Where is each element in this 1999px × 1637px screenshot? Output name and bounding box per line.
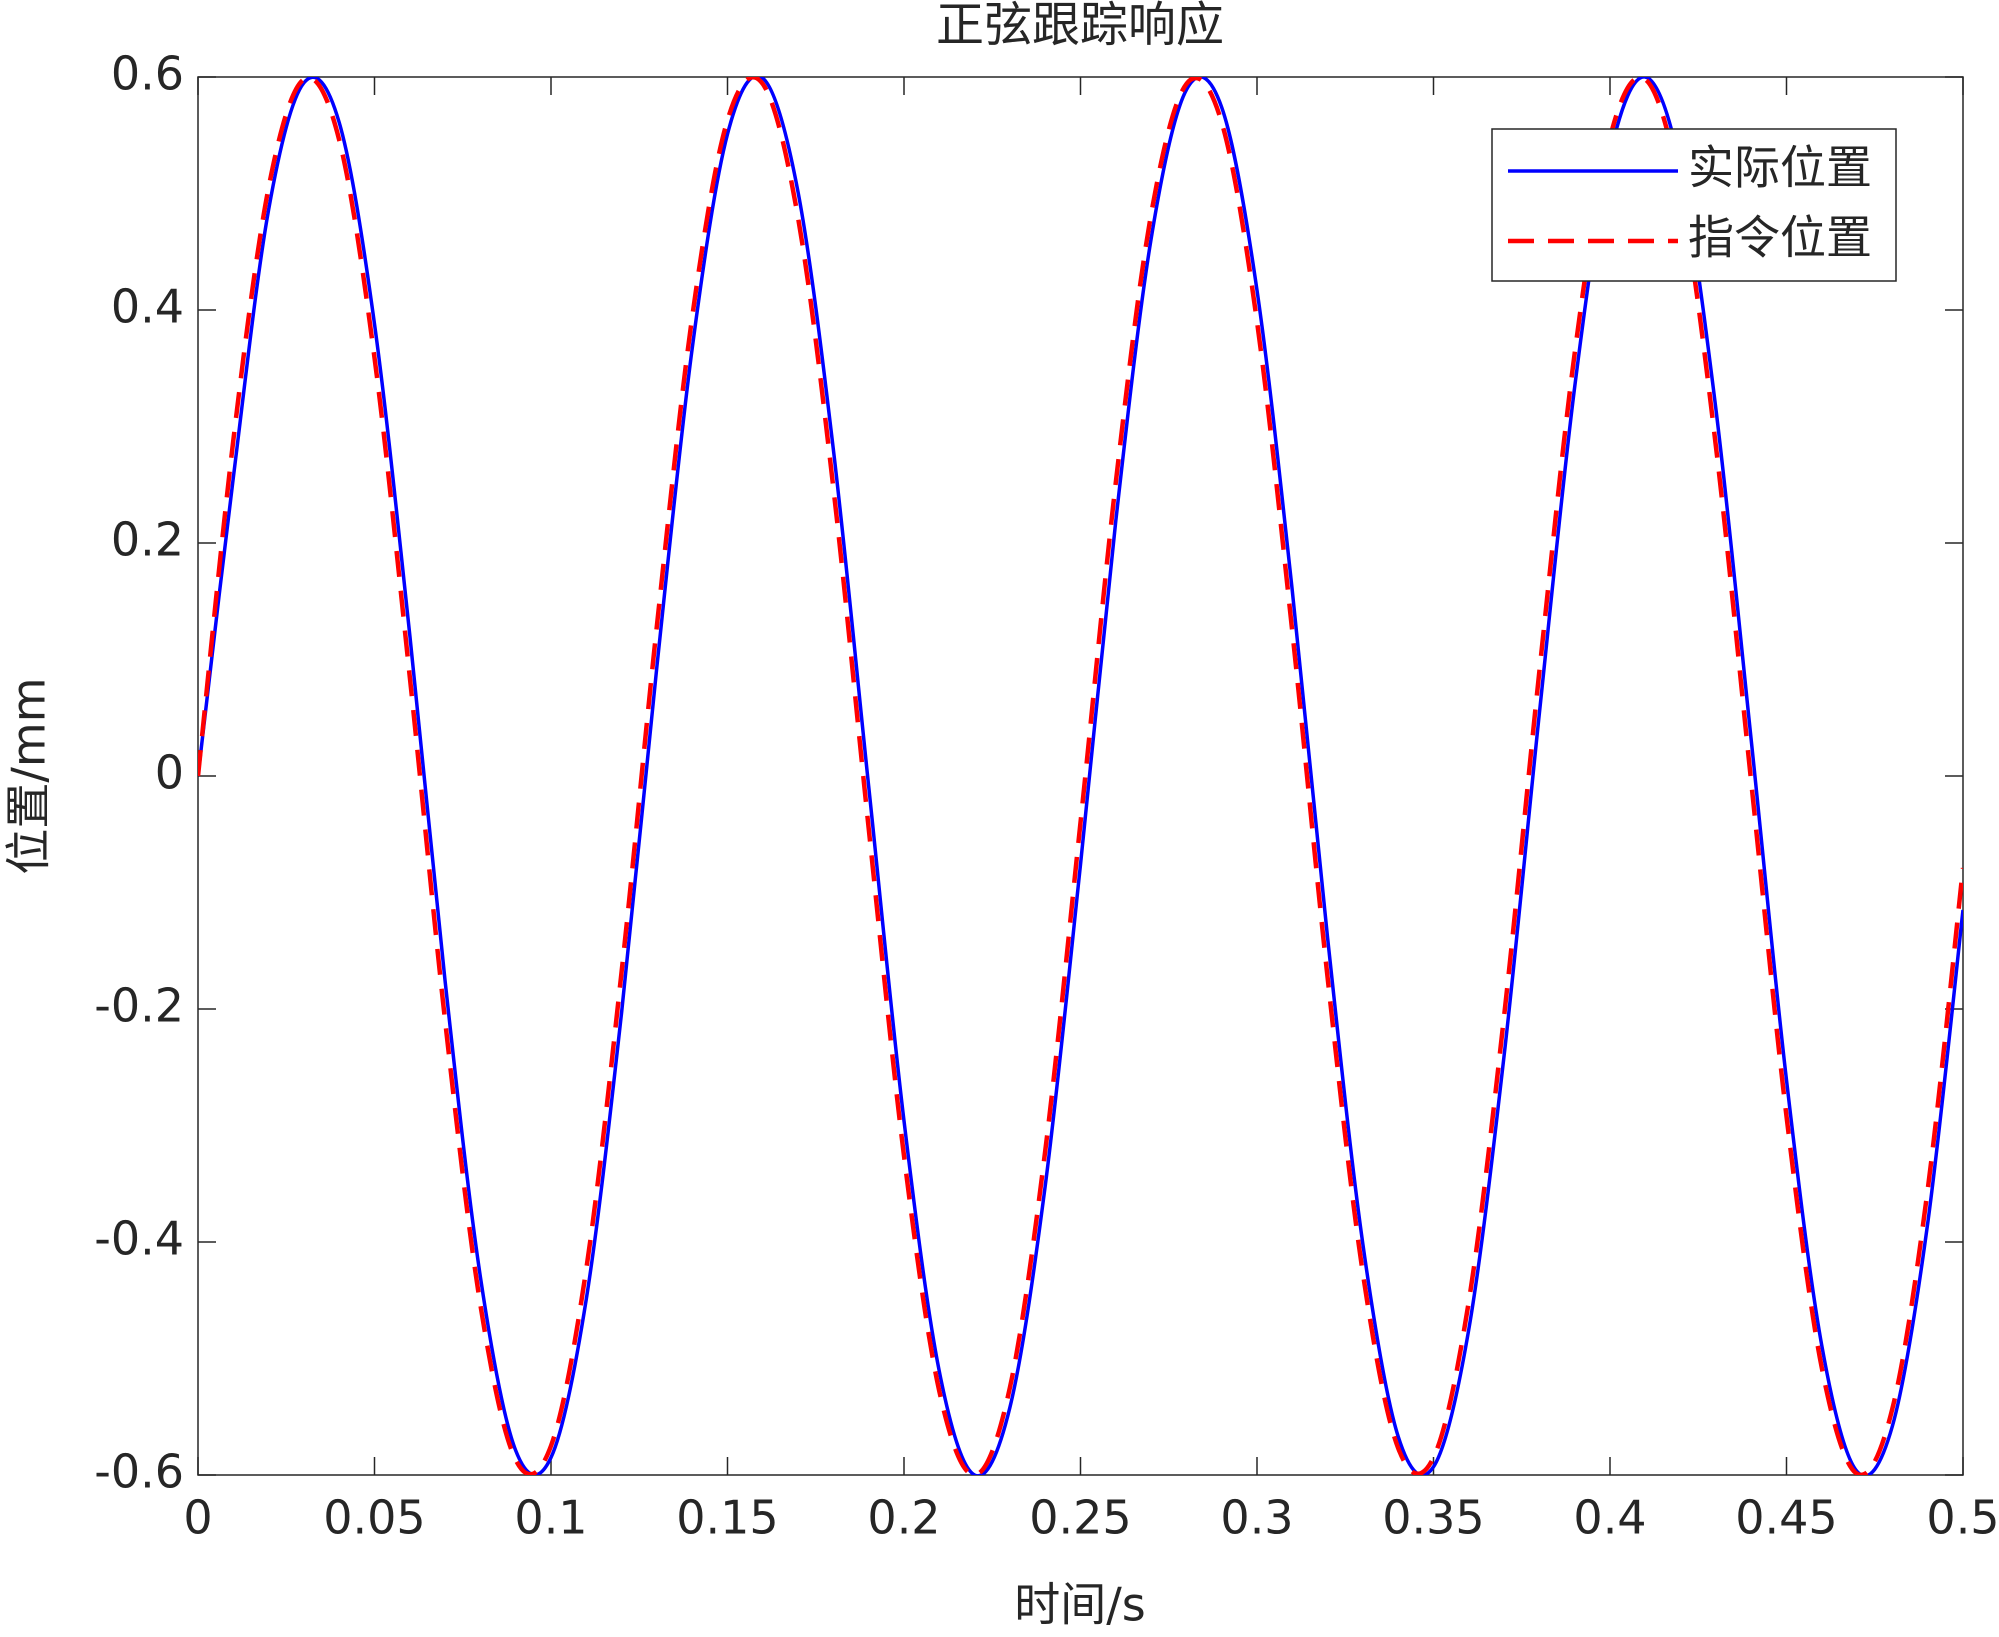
x-tick-label: 0.05 bbox=[323, 1491, 425, 1545]
plot-area bbox=[197, 76, 1964, 1476]
x-tick-label: 0.1 bbox=[514, 1491, 587, 1545]
y-tick-label: 0.4 bbox=[111, 280, 184, 334]
x-tick-label: 0.25 bbox=[1029, 1491, 1131, 1545]
y-tick-label: 0 bbox=[155, 746, 184, 800]
y-tick-label: -0.2 bbox=[94, 979, 184, 1033]
x-tick-label: 0 bbox=[183, 1491, 212, 1545]
y-tick-label: -0.4 bbox=[94, 1212, 184, 1266]
x-tick-label: 0.2 bbox=[867, 1491, 940, 1545]
x-tick-label: 0.3 bbox=[1220, 1491, 1293, 1545]
x-tick-label: 0.4 bbox=[1573, 1491, 1646, 1545]
x-axis-label: 时间/s bbox=[1014, 1578, 1145, 1632]
legend-box bbox=[1491, 128, 1897, 282]
legend-label: 指令位置 bbox=[1688, 211, 1872, 265]
y-tick-label: 0.2 bbox=[111, 513, 184, 567]
y-axis-label: 位置/mm bbox=[2, 677, 56, 874]
y-tick-label: -0.6 bbox=[94, 1445, 184, 1499]
x-tick-label: 0.45 bbox=[1735, 1491, 1837, 1545]
x-tick-label: 0.15 bbox=[676, 1491, 778, 1545]
chart-title: 正弦跟踪响应 bbox=[936, 0, 1224, 53]
y-tick-label: 0.6 bbox=[111, 47, 184, 101]
x-tick-label: 0.35 bbox=[1382, 1491, 1484, 1545]
x-tick-label: 0.5 bbox=[1926, 1491, 1999, 1545]
legend-label: 实际位置 bbox=[1688, 141, 1872, 195]
